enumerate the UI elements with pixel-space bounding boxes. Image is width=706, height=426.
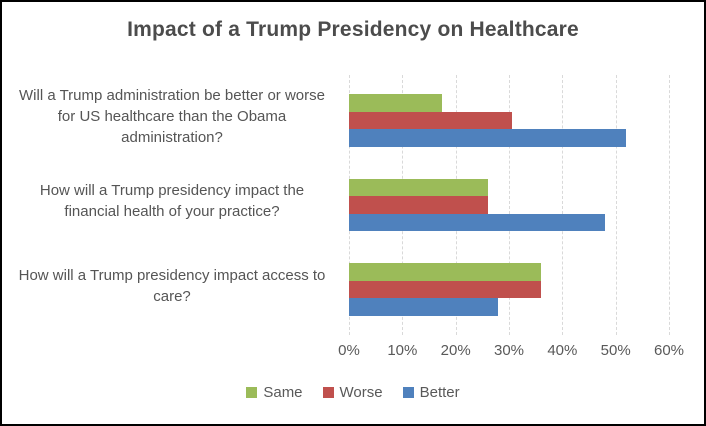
bars-layer [349,75,669,329]
x-tick-label: 50% [600,342,631,359]
bar-same [349,178,488,197]
legend-swatch-icon [322,387,334,398]
x-tick-label: 40% [547,342,578,359]
category-label: How will a Trump presidency impact the f… [39,182,305,220]
gridline [562,75,564,335]
legend-item-worse: Worse [322,384,383,401]
bar-worse [349,111,512,129]
x-tick-label: 30% [493,342,525,359]
bar-better [349,129,627,147]
category-band [349,75,669,160]
legend: Same Worse Better [2,384,704,401]
legend-label: Same [263,384,303,401]
gridline [669,75,670,335]
bar-better [349,298,499,316]
bar-better [349,213,605,232]
legend-item-same: Same [246,384,303,401]
x-tick-label: 0% [338,342,360,359]
x-tick-label: 20% [440,342,471,359]
legend-label: Worse [339,384,383,401]
category-band [349,244,669,329]
bar-same [349,263,541,281]
bar-worse [349,280,541,299]
legend-swatch-icon [246,387,258,398]
bar-worse [349,196,488,214]
category-label: Will a Trump administration be better or… [19,87,325,146]
x-axis-ticks: 0% 10% 20% 30% 40% 50% 60% [338,342,684,362]
x-tick-label: 10% [387,342,418,359]
legend-swatch-icon [402,387,414,398]
chart-title: Impact of a Trump Presidency on Healthca… [127,18,579,41]
legend-label: Better [419,384,460,401]
gridline [509,75,510,335]
gridline [615,75,617,335]
legend-item-better: Better [402,384,460,401]
category-axis-labels: Will a Trump administration be better or… [14,75,330,329]
x-tick-label: 60% [653,342,685,359]
category-band [349,160,669,245]
bar-same [349,94,443,112]
category-label: How will a Trump presidency impact acces… [18,266,326,305]
